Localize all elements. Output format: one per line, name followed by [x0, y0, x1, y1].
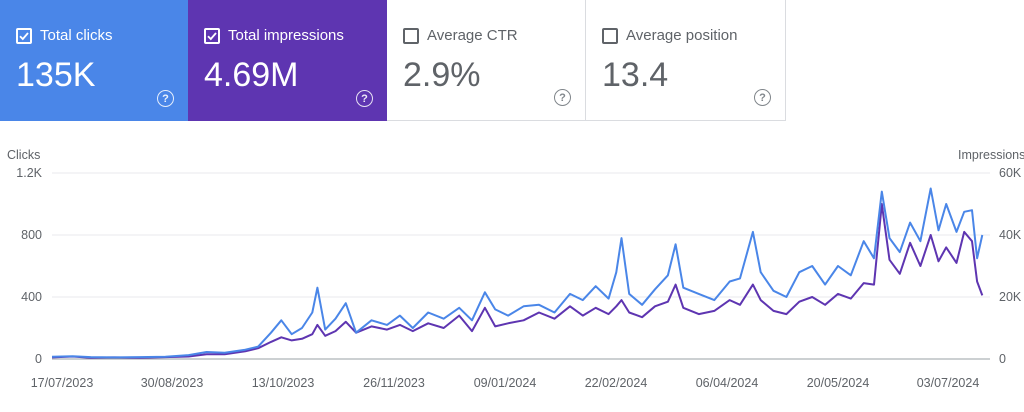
checkbox-unchecked-icon[interactable]	[403, 28, 419, 44]
x-tick-label: 06/04/2024	[696, 376, 759, 390]
metric-cards: Total clicks 135K ? Total impressions 4.…	[0, 0, 786, 121]
x-tick-label: 09/01/2024	[474, 376, 537, 390]
right-tick-label: 60K	[999, 166, 1022, 180]
left-tick-label: 1.2K	[16, 166, 42, 180]
x-tick-label: 22/02/2024	[585, 376, 648, 390]
performance-chart: Clicks Impressions 0 400 800 1.2K 0 20K 40K 60…	[7, 148, 1024, 390]
metric-value: 2.9%	[403, 56, 481, 94]
metric-label: Average position	[626, 27, 738, 44]
impressions-line	[51, 203, 984, 359]
help-circle-icon[interactable]: ?	[554, 89, 571, 106]
checkbox-checked-icon[interactable]	[204, 28, 220, 44]
x-axis-ticks: 17/07/2023 30/08/2023 13/10/2023 26/11/2023…	[31, 376, 980, 390]
left-axis-ticks: 0 400 800 1.2K	[16, 166, 42, 366]
left-tick-label: 800	[21, 228, 42, 242]
chart-grid	[52, 172, 990, 360]
help-circle-icon[interactable]: ?	[754, 89, 771, 106]
left-axis-label: Clicks	[7, 148, 40, 162]
right-tick-label: 0	[999, 352, 1006, 366]
right-axis-label: Impressions	[958, 148, 1024, 162]
right-axis-ticks: 0 20K 40K 60K	[999, 166, 1022, 366]
total-impressions-card[interactable]: Total impressions 4.69M ?	[188, 0, 387, 121]
metric-value: 4.69M	[204, 56, 299, 94]
help-circle-icon[interactable]: ?	[157, 90, 174, 107]
right-tick-label: 20K	[999, 290, 1022, 304]
x-tick-label: 26/11/2023	[363, 376, 425, 390]
average-ctr-card[interactable]: Average CTR 2.9% ?	[387, 0, 586, 121]
checkbox-unchecked-icon[interactable]	[602, 28, 618, 44]
metric-value: 135K	[16, 56, 96, 94]
average-position-card[interactable]: Average position 13.4 ?	[586, 0, 786, 121]
metric-value: 13.4	[602, 56, 669, 94]
right-tick-label: 40K	[999, 228, 1022, 242]
metric-label: Total impressions	[228, 27, 344, 44]
metric-label: Total clicks	[40, 27, 113, 44]
x-tick-label: 30/08/2023	[141, 376, 204, 390]
x-tick-label: 20/05/2024	[807, 376, 870, 390]
left-tick-label: 0	[35, 352, 42, 366]
help-circle-icon[interactable]: ?	[356, 90, 373, 107]
checkbox-checked-icon[interactable]	[16, 28, 32, 44]
x-tick-label: 17/07/2023	[31, 376, 94, 390]
clicks-line	[51, 187, 984, 359]
metric-label: Average CTR	[427, 27, 518, 44]
left-tick-label: 400	[21, 290, 42, 304]
x-tick-label: 03/07/2024	[917, 376, 980, 390]
x-tick-label: 13/10/2023	[252, 376, 315, 390]
total-clicks-card[interactable]: Total clicks 135K ?	[0, 0, 188, 121]
chart-series	[51, 187, 984, 359]
